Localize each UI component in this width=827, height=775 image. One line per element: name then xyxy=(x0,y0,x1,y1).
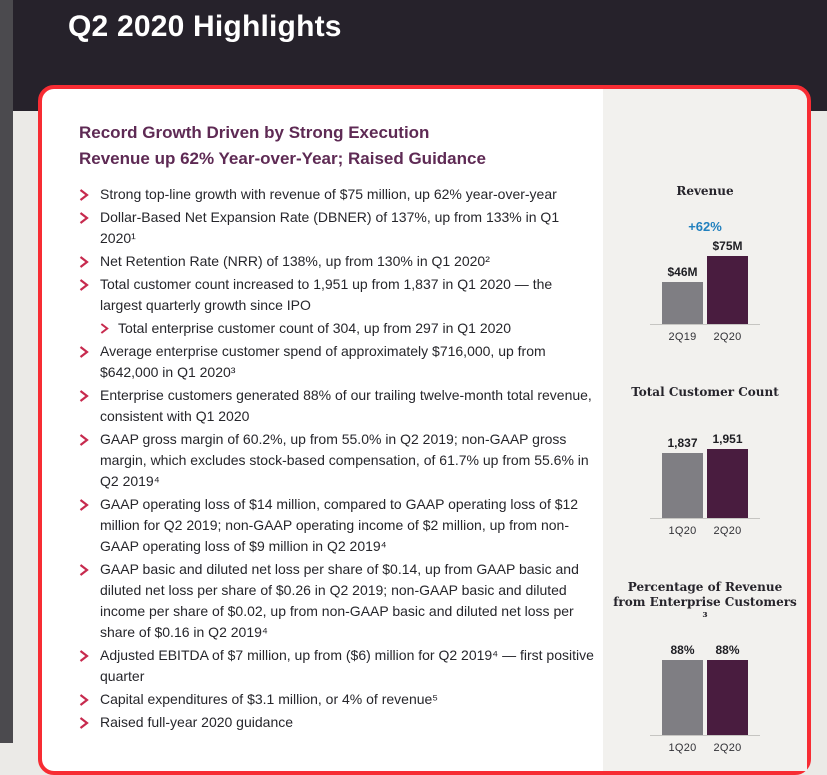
chevron-right-icon xyxy=(79,189,89,201)
chevron-right-icon xyxy=(79,499,89,511)
chevron-right-icon xyxy=(79,279,89,291)
bullet-text: Net Retention Rate (NRR) of 138%, up fro… xyxy=(100,253,490,269)
bar-value-label: 88% xyxy=(670,643,695,657)
card-heading-line1: Record Growth Driven by Strong Execution xyxy=(79,123,430,142)
category-label: 2Q20 xyxy=(713,742,742,754)
bar-group-2q19: $46M xyxy=(662,265,703,324)
bullet-item: Raised full-year 2020 guidance xyxy=(79,712,597,733)
charts-panel: Revenue +62% $46M $75M 2Q19 2Q20 xyxy=(603,89,807,771)
bullet-text: Average enterprise customer spend of app… xyxy=(100,343,546,380)
bullet-list: Strong top-line growth with revenue of $… xyxy=(79,184,597,733)
bullet-text: Dollar-Based Net Expansion Rate (DBNER) … xyxy=(100,209,560,246)
bar-1q20 xyxy=(662,660,703,735)
bar-value-label: 1,837 xyxy=(667,436,698,450)
category-label: 2Q19 xyxy=(668,331,697,343)
bullet-text: GAAP operating loss of $14 million, comp… xyxy=(100,496,579,554)
bullet-text: Strong top-line growth with revenue of $… xyxy=(100,186,557,202)
bar-2q20 xyxy=(707,660,748,735)
bullet-text: GAAP basic and diluted net loss per shar… xyxy=(100,561,579,640)
card-heading: Record Growth Driven by Strong Execution… xyxy=(79,120,597,172)
chevron-right-icon xyxy=(79,717,89,729)
left-edge-strip xyxy=(0,0,13,743)
bullet-item: Capital expenditures of $3.1 million, or… xyxy=(79,689,597,710)
bullet-text: Capital expenditures of $3.1 million, or… xyxy=(100,691,439,707)
bar-group-2q20: 1,951 xyxy=(707,432,748,518)
bar-group-1q20: 1,837 xyxy=(662,436,703,518)
axis-baseline: 1,837 1,951 xyxy=(650,432,760,519)
page-title: Q2 2020 Highlights xyxy=(68,10,342,43)
bullet-text: Total enterprise customer count of 304, … xyxy=(118,320,512,336)
chart-enterprise-revenue-pct: Percentage of Revenue from Enterprise Cu… xyxy=(603,580,807,754)
bullet-text: Total customer count increased to 1,951 … xyxy=(100,276,553,313)
chevron-right-icon xyxy=(79,694,89,706)
x-axis-labels: 2Q19 2Q20 xyxy=(603,331,807,343)
bar-2q20 xyxy=(707,449,748,518)
chart-total-customer-count: Total Customer Count 1,837 1,951 1Q20 2Q… xyxy=(603,385,807,537)
chevron-right-icon xyxy=(79,564,89,576)
bullet-item: Enterprise customers generated 88% of ou… xyxy=(79,385,597,427)
bar-group-2q20: 88% xyxy=(707,643,748,735)
chart-revenue: Revenue +62% $46M $75M 2Q19 2Q20 xyxy=(603,184,807,343)
chevron-right-icon xyxy=(79,346,89,358)
bullet-item: Net Retention Rate (NRR) of 138%, up fro… xyxy=(79,251,597,272)
bar-value-label: 88% xyxy=(715,643,740,657)
bullet-item-sub: Total enterprise customer count of 304, … xyxy=(100,318,597,339)
bullet-text: Enterprise customers generated 88% of ou… xyxy=(100,387,592,424)
bullet-item: GAAP operating loss of $14 million, comp… xyxy=(79,494,597,557)
bullet-item: Dollar-Based Net Expansion Rate (DBNER) … xyxy=(79,207,597,249)
chart-title: Percentage of Revenue from Enterprise Cu… xyxy=(613,580,797,624)
bar-value-label: $75M xyxy=(712,239,743,253)
bullet-item: Adjusted EBITDA of $7 million, up from (… xyxy=(79,645,597,687)
chevron-right-icon xyxy=(100,323,109,334)
chevron-right-icon xyxy=(79,256,89,268)
bullet-item: Average enterprise customer spend of app… xyxy=(79,341,597,383)
category-label: 2Q20 xyxy=(713,525,742,537)
bar-2q19 xyxy=(662,282,703,324)
chart-title: Total Customer Count xyxy=(631,385,779,399)
axis-baseline: $46M $75M xyxy=(650,239,760,325)
bullet-item: Strong top-line growth with revenue of $… xyxy=(79,184,597,205)
bullet-text: Raised full-year 2020 guidance xyxy=(100,714,294,730)
bar-group-2q20: $75M xyxy=(707,239,748,324)
highlights-card: Record Growth Driven by Strong Execution… xyxy=(38,85,811,775)
chevron-right-icon xyxy=(79,212,89,224)
x-axis-labels: 1Q20 2Q20 xyxy=(603,525,807,537)
growth-annotation: +62% xyxy=(688,219,722,234)
x-axis-labels: 1Q20 2Q20 xyxy=(603,742,807,754)
bullet-text: Adjusted EBITDA of $7 million, up from (… xyxy=(100,647,594,684)
bullet-item: Total customer count increased to 1,951 … xyxy=(79,274,597,316)
bar-1q20 xyxy=(662,453,703,518)
chevron-right-icon xyxy=(79,390,89,402)
chevron-right-icon xyxy=(79,434,89,446)
card-heading-line2: Revenue up 62% Year-over-Year; Raised Gu… xyxy=(79,149,486,168)
bar-group-1q20: 88% xyxy=(662,643,703,735)
bullet-item: GAAP basic and diluted net loss per shar… xyxy=(79,559,597,643)
bar-2q20 xyxy=(707,256,748,324)
bullet-item: GAAP gross margin of 60.2%, up from 55.0… xyxy=(79,429,597,492)
category-label: 2Q20 xyxy=(713,331,742,343)
axis-baseline: 88% 88% xyxy=(650,643,760,736)
bullet-text: GAAP gross margin of 60.2%, up from 55.0… xyxy=(100,431,589,489)
chart-title: Revenue xyxy=(676,184,734,198)
category-label: 1Q20 xyxy=(668,525,697,537)
highlights-content: Record Growth Driven by Strong Execution… xyxy=(42,89,603,771)
bar-value-label: 1,951 xyxy=(712,432,743,446)
category-label: 1Q20 xyxy=(668,742,697,754)
chevron-right-icon xyxy=(79,650,89,662)
bar-value-label: $46M xyxy=(667,265,698,279)
